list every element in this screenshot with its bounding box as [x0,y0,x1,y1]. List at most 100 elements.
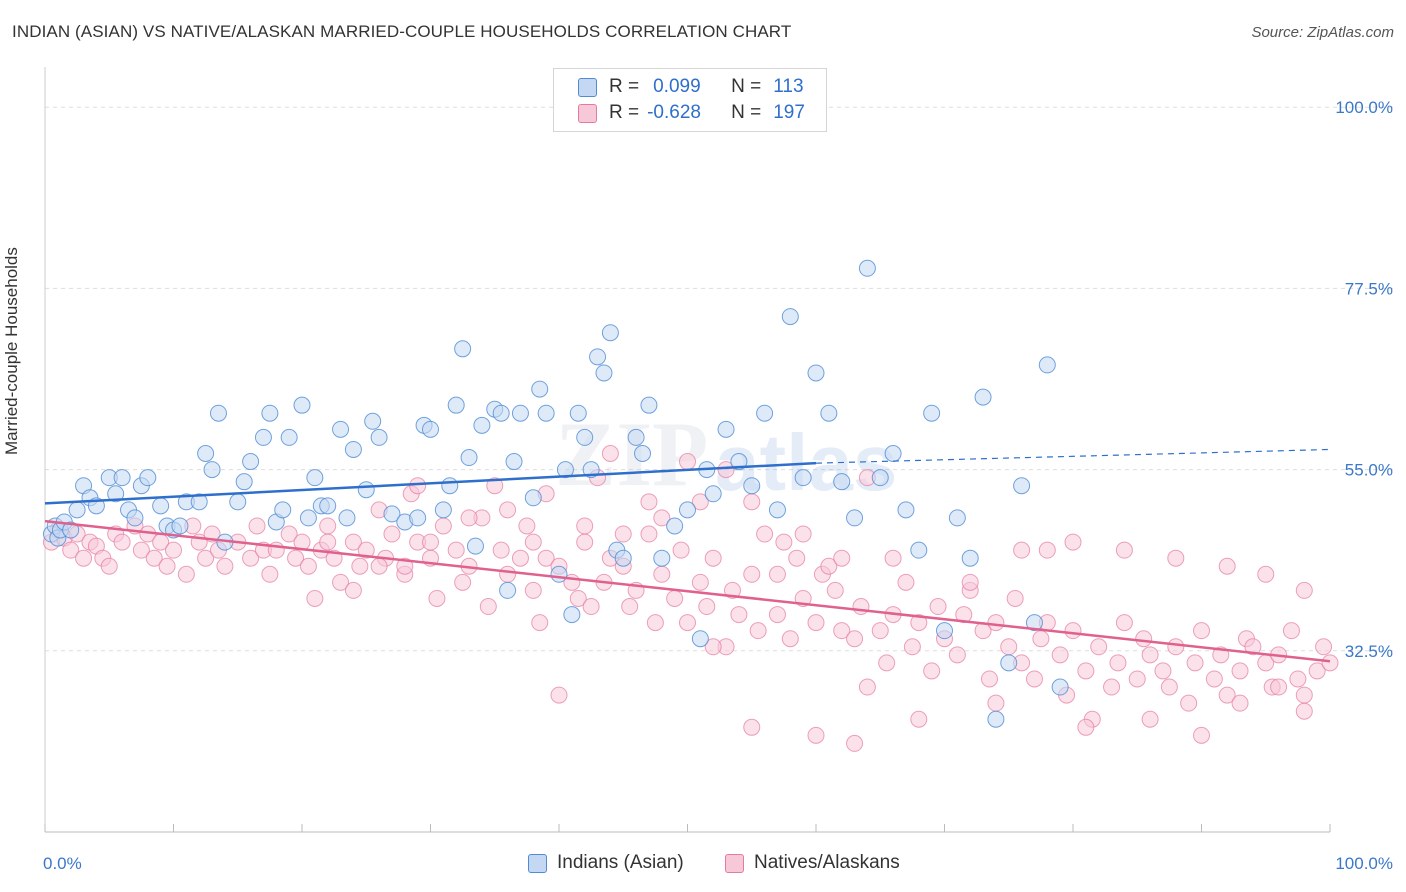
data-point-natives [576,517,594,535]
data-point-indians [299,509,317,527]
data-point-indians [833,473,851,491]
data-point-indians [441,477,459,495]
data-point-indians [274,501,292,519]
data-point-indians [936,622,953,640]
data-point-natives [820,557,838,575]
y-tick-label: 100.0% [1335,98,1393,117]
data-point-indians [589,348,607,366]
data-point-indians [126,509,144,527]
data-point-natives [1257,565,1275,583]
data-point-natives [518,517,536,535]
legend-item-indians[interactable]: Indians (Asian) [528,852,684,874]
tick-labels: 32.5% 55.0% 77.5% 100.0% 0.0% 100.0% [43,98,1393,873]
data-point-indians [454,340,472,358]
axes [44,67,1331,833]
data-point-natives [781,630,799,648]
data-point-natives [846,734,864,752]
data-point-natives [1167,638,1185,656]
data-point-indians [807,364,825,382]
legend-item-natives[interactable]: Natives/Alaskans [725,852,900,874]
legend-label-natives: Natives/Alaskans [754,852,900,873]
data-point-natives [1154,662,1172,680]
data-point-natives [492,541,510,559]
data-point-indians [107,485,125,503]
data-point-natives [1090,638,1108,656]
data-point-natives [1103,678,1121,696]
data-point-natives [858,678,876,696]
data-point-natives [177,565,195,583]
legend-swatch-pink [578,103,597,123]
data-point-natives [454,573,472,591]
data-point-indians [923,404,941,422]
data-point-natives [1128,670,1146,688]
data-point-natives [1135,630,1153,648]
data-point-indians [357,481,375,499]
source-label: Source: ZipAtlas.com [1251,24,1394,41]
data-point-natives [987,694,1005,712]
data-point-natives [987,614,1005,632]
data-point-natives [1141,646,1159,664]
gridlines [45,106,1395,652]
data-point-indians [344,440,362,458]
legend-r-value: -0.628 [647,102,701,123]
data-point-natives [704,638,722,656]
data-point-natives [447,541,465,559]
data-point-indians [601,324,619,342]
data-point-indians [595,364,613,382]
data-point-natives [1321,654,1339,672]
data-point-natives [216,557,234,575]
data-point-natives [903,638,921,656]
legend-r-label: R = [609,76,640,97]
data-point-natives [1218,686,1236,704]
trend-line-natives [44,519,1331,663]
data-point-indians [306,469,324,487]
data-point-indians [550,565,568,583]
data-point-indians [499,581,517,599]
data-point-indians [627,428,645,446]
data-point-natives [910,614,928,632]
data-point-indians [556,461,574,479]
y-tick-label: 55.0% [1345,461,1393,480]
data-point-indians [261,404,279,422]
data-point-natives [1064,533,1082,551]
data-point-natives [582,598,600,616]
stats-legend: R = 0.099 N = 113 R = -0.628 N = 197 [553,68,827,132]
data-point-natives [1186,654,1204,672]
data-point-natives [646,614,664,632]
data-point-indians [640,396,658,414]
data-point-indians [409,509,427,527]
legend-n-value: 197 [773,102,805,123]
data-point-natives [531,614,549,632]
data-point-natives [351,557,369,575]
data-point-natives [1038,541,1056,559]
data-point-indians [524,489,542,507]
data-point-indians [1038,356,1056,374]
data-point-natives [486,477,504,495]
data-point-natives [299,557,317,575]
y-tick-label: 77.5% [1345,279,1393,298]
data-point-natives [1077,662,1095,680]
y-tick-label: 32.5% [1345,642,1393,661]
data-point-natives [852,598,870,616]
data-point-indians [846,509,864,527]
data-point-indians [910,541,928,559]
legend-swatch-pink [725,853,744,873]
data-point-natives [1167,549,1185,567]
data-point-indians [871,469,889,487]
data-point-indians [113,469,131,487]
data-point-indians [756,404,774,422]
data-point-natives [261,565,279,583]
data-point-indians [447,396,465,414]
data-point-natives [1000,638,1018,656]
data-point-natives [672,541,690,559]
data-point-natives [1218,557,1236,575]
data-point-natives [679,614,696,632]
data-point-natives [319,533,337,551]
data-point-natives [409,477,427,495]
data-point-indians [197,445,215,462]
data-point-natives [691,573,709,591]
data-point-indians [563,606,581,624]
legend-r-value: 0.099 [653,76,701,97]
data-point-indians [730,453,748,471]
